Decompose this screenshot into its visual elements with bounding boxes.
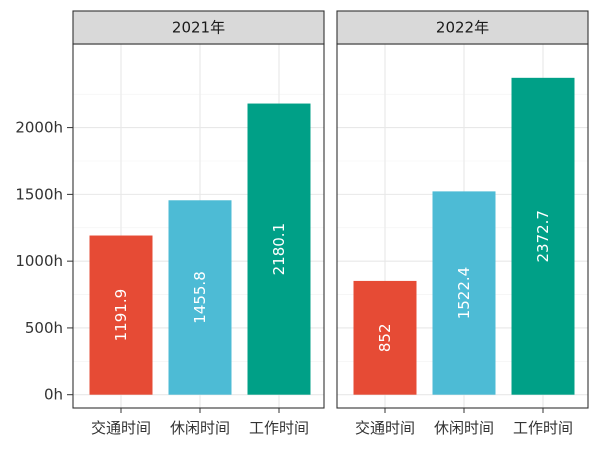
x-tick-label: 工作时间 (249, 419, 309, 437)
bar-value-label: 2180.1 (270, 223, 288, 276)
y-tick-label: 1500h (15, 185, 63, 203)
bar-休闲时间 (168, 200, 232, 395)
x-tick-label: 休闲时间 (170, 419, 230, 437)
bar-value-label: 1522.4 (455, 267, 473, 320)
facet-strip-label: 2021年 (172, 19, 225, 37)
bar-工作时间 (247, 103, 311, 395)
bar-value-label: 1191.9 (112, 289, 130, 342)
y-tick-label: 500h (25, 319, 63, 337)
x-tick-label: 交通时间 (355, 419, 415, 437)
y-tick-label: 1000h (15, 252, 63, 270)
facet-strip (336, 10, 589, 45)
bar-交通时间 (89, 235, 153, 395)
bar-value-label: 2372.7 (534, 210, 552, 262)
y-tick-label: 0h (44, 386, 63, 404)
x-tick-label: 交通时间 (91, 419, 151, 437)
x-tick-label: 休闲时间 (434, 419, 494, 437)
facet-strip (72, 10, 325, 45)
bar-value-label: 1455.8 (191, 271, 209, 324)
bar-休闲时间 (432, 191, 496, 395)
bar-value-label: 852 (376, 323, 394, 352)
x-tick-label: 工作时间 (513, 419, 573, 437)
bar-交通时间 (353, 280, 417, 395)
facet-strip-label: 2022年 (436, 19, 489, 37)
y-tick-label: 2000h (15, 119, 63, 137)
bar-工作时间 (511, 77, 575, 395)
